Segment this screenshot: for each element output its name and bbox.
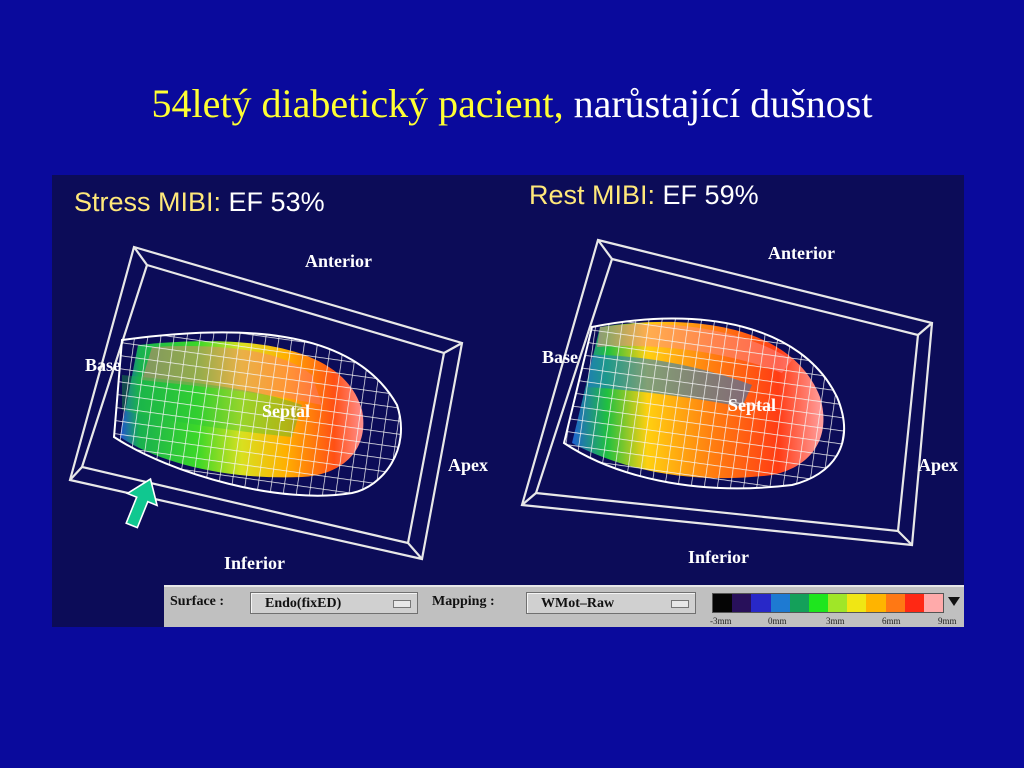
- stress-inferior-label: Inferior: [224, 553, 285, 573]
- color-scale-swatch: [885, 594, 905, 612]
- surface-value: Endo(fixED): [265, 596, 342, 611]
- rest-title: Rest MIBI: EF 59%: [529, 180, 759, 210]
- stress-ef: EF 53%: [228, 187, 325, 217]
- color-scale-swatch: [866, 594, 886, 612]
- color-scale-swatch: [923, 594, 944, 612]
- dropdown-caret-icon: [393, 600, 411, 608]
- color-scale-swatch: [789, 594, 809, 612]
- rest-septal-label: Septal: [728, 395, 777, 415]
- surface-mapping-toolbar: Surface : Endo(fixED) Mapping : WMot–Raw…: [164, 585, 964, 627]
- stress-label: Stress MIBI:: [74, 187, 222, 217]
- color-scale-swatch: [904, 594, 924, 612]
- scale-tick: 9mm: [938, 616, 957, 626]
- slide-title: 54letý diabetický pacient, narůstající d…: [0, 78, 1024, 130]
- stress-bounding-box: [68, 245, 464, 561]
- stress-wireframe-outline: [112, 331, 402, 497]
- scale-tick: 3mm: [826, 616, 845, 626]
- mibi-panel: Stress MIBI: EF 53% Rest MIBI: EF 59% An…: [52, 175, 964, 627]
- scale-tick: -3mm: [710, 616, 732, 626]
- color-scale-swatch: [828, 594, 848, 612]
- title-highlight: 54letý diabetický pacient,: [151, 81, 564, 126]
- color-scale-bar: [712, 593, 944, 613]
- dropdown-caret-icon: [671, 600, 689, 608]
- rest-label: Rest MIBI:: [529, 180, 656, 210]
- color-scale-swatch: [713, 594, 733, 612]
- mapping-value: WMot–Raw: [541, 596, 615, 611]
- color-scale-swatch: [847, 594, 867, 612]
- stress-apex-label: Apex: [448, 455, 488, 475]
- stress-anterior-label: Anterior: [305, 251, 372, 271]
- rest-apex-label: Apex: [918, 455, 958, 475]
- mapping-label: Mapping :: [432, 594, 495, 609]
- stress-septal-label: Septal: [262, 401, 311, 421]
- up-arrow-icon: [125, 477, 159, 529]
- title-rest: narůstající dušnost: [573, 81, 873, 126]
- scale-menu-arrow-icon[interactable]: [948, 597, 960, 606]
- rest-base-label: Base: [542, 347, 578, 367]
- color-scale-swatch: [751, 594, 771, 612]
- color-scale-swatch: [732, 594, 752, 612]
- rest-bounding-box: [520, 238, 934, 547]
- surface-dropdown[interactable]: Endo(fixED): [250, 592, 418, 614]
- scale-tick: 6mm: [882, 616, 901, 626]
- stress-base-label: Base: [85, 355, 121, 375]
- surface-label: Surface :: [170, 594, 225, 609]
- scale-tick: 0mm: [768, 616, 787, 626]
- color-scale-swatch: [808, 594, 829, 612]
- heart-renderings: [68, 238, 934, 561]
- rest-anterior-label: Anterior: [768, 243, 835, 263]
- rest-wireframe-outline: [562, 317, 846, 490]
- rest-ef: EF 59%: [662, 180, 759, 210]
- rest-inferior-label: Inferior: [688, 547, 749, 567]
- stress-title: Stress MIBI: EF 53%: [74, 187, 325, 217]
- color-scale-swatch: [770, 594, 790, 612]
- mapping-dropdown[interactable]: WMot–Raw: [526, 592, 696, 614]
